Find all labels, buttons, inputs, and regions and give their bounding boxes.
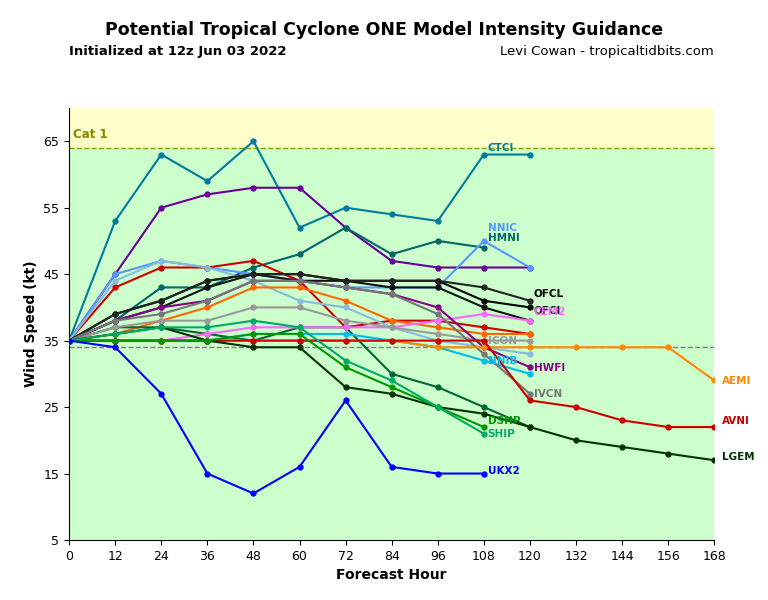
Bar	[69, 148, 714, 540]
Text: LGEM: LGEM	[722, 452, 754, 462]
Y-axis label: Wind Speed (kt): Wind Speed (kt)	[24, 260, 38, 388]
Text: DSHP: DSHP	[488, 416, 520, 425]
Text: Potential Tropical Cyclone ONE Model Intensity Guidance: Potential Tropical Cyclone ONE Model Int…	[105, 21, 663, 39]
Text: CEM2: CEM2	[534, 307, 566, 317]
Text: AVNI: AVNI	[722, 416, 750, 425]
Text: AEMI: AEMI	[722, 376, 751, 386]
Text: Cat 1: Cat 1	[73, 128, 108, 141]
X-axis label: Forecast Hour: Forecast Hour	[336, 568, 447, 582]
Text: IVCN: IVCN	[534, 389, 562, 399]
Text: ICON: ICON	[488, 336, 517, 346]
Text: SHIP: SHIP	[488, 429, 515, 439]
Text: HMNI: HMNI	[488, 233, 519, 243]
Text: NNIC: NNIC	[488, 223, 517, 233]
Text: OFCL: OFCL	[534, 289, 564, 299]
Text: Initialized at 12z Jun 03 2022: Initialized at 12z Jun 03 2022	[69, 45, 286, 58]
Text: UKX2: UKX2	[488, 466, 519, 476]
Text: NNIB: NNIB	[488, 356, 517, 366]
Text: OFCI: OFCI	[534, 306, 561, 316]
Text: Levi Cowan - tropicaltidbits.com: Levi Cowan - tropicaltidbits.com	[501, 45, 714, 58]
Text: HWFI: HWFI	[534, 362, 565, 373]
Text: CTCI: CTCI	[488, 143, 514, 153]
